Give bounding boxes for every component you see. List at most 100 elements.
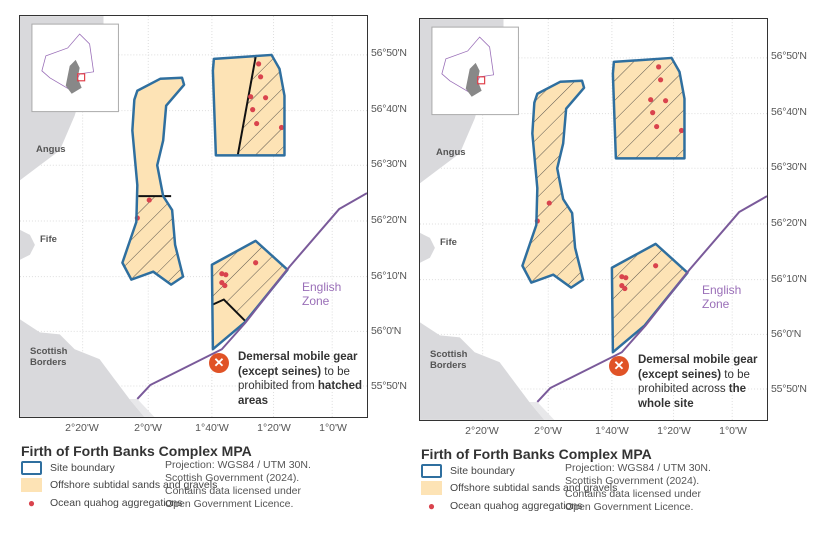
lon-tick-label: 2°0'W — [534, 425, 562, 437]
quahog-dot — [262, 95, 269, 101]
site-boundary-swatch — [421, 464, 442, 478]
lat-tick-label: 56°30'N — [371, 158, 407, 170]
credit-line: Open Government Licence. — [165, 498, 294, 510]
lat-tick-label: 55°50'N — [371, 380, 407, 392]
note-bold-1: Demersal mobile gear (except seines) — [638, 354, 758, 381]
quahog-dot — [258, 74, 264, 80]
quahog-dot — [254, 120, 260, 127]
quahog-dot — [256, 61, 262, 67]
quahog-dot — [146, 197, 152, 203]
quahog-dot — [653, 263, 659, 269]
land-borders — [20, 319, 145, 417]
place-borders-line2: Borders — [30, 357, 67, 368]
map-credit: Projection: WGS84 / UTM 30N. Scottish Gov… — [565, 462, 740, 514]
quahog-dot — [622, 286, 628, 292]
legend-label: Ocean quahog aggregations — [450, 500, 583, 512]
lon-tick-label: 1°40'W — [595, 425, 629, 437]
english-zone-line — [536, 195, 767, 403]
lon-tick-label: 2°0'W — [134, 422, 162, 434]
red-dot-icon: ● — [427, 499, 436, 513]
legend-sands: Offshore subtidal sands and gravels — [21, 478, 217, 492]
place-scottish-borders: Scottish Borders — [430, 349, 467, 371]
site-boundary-northeast — [611, 56, 686, 160]
lon-tick-label: 1°0'W — [719, 425, 747, 437]
place-angus: Angus — [436, 147, 466, 158]
lat-tick-label: 56°50'N — [771, 50, 807, 62]
quahog-dot — [623, 275, 629, 281]
english-zone-label: English Zone — [702, 283, 741, 311]
zone-line2: Zone — [302, 294, 330, 308]
lat-tick-label: 56°50'N — [371, 47, 407, 59]
inset-map — [431, 26, 519, 116]
zone-line1: English — [302, 280, 342, 294]
zone-line2: Zone — [702, 297, 730, 311]
quahog-dot — [648, 97, 654, 103]
lat-tick-label: 56°40'N — [771, 106, 807, 118]
legend-title: Firth of Forth Banks Complex MPA — [421, 446, 652, 462]
map-panel-2: 56°50'N 56°40'N 56°30'N 56°20'N 56°10'N 56°0'… — [419, 18, 807, 437]
lon-tick-label: 2°20'W — [65, 422, 99, 434]
legend-quahog: ● Ocean quahog aggregations — [21, 496, 183, 510]
place-scottish-borders: Scottish Borders — [30, 346, 67, 368]
site-boundary-swatch — [21, 461, 42, 475]
credit-line: Open Government Licence. — [565, 501, 694, 513]
prohibited-icon: ✕ — [609, 356, 629, 376]
inset-location-marker — [77, 73, 86, 82]
map — [19, 15, 368, 418]
lat-tick-label: 56°10'N — [771, 273, 807, 285]
legend-site-boundary: Site boundary — [21, 461, 115, 475]
legend-sands: Offshore subtidal sands and gravels — [421, 481, 617, 495]
lon-tick-label: 1°20'W — [257, 422, 291, 434]
place-fife: Fife — [440, 237, 457, 248]
zone-line1: English — [702, 283, 742, 297]
lat-tick-label: 55°50'N — [771, 383, 807, 395]
mpa-sites — [521, 56, 689, 354]
land-england — [129, 398, 155, 417]
map — [419, 18, 768, 421]
quahog-dot — [650, 110, 656, 116]
legend-label: Offshore subtidal sands and gravels — [450, 482, 618, 494]
quahog-dot — [250, 107, 256, 113]
legend-site-boundary: Site boundary — [421, 464, 515, 478]
place-angus: Angus — [36, 144, 66, 155]
quahog-dot — [248, 94, 254, 100]
note-text: to be prohibited from — [238, 365, 350, 393]
credit-line: Scottish Government (2024). — [565, 475, 700, 487]
quahog-dot — [546, 200, 552, 206]
quahog-dot — [654, 123, 660, 130]
credit-line: Contains data licensed under — [165, 485, 302, 497]
quahog-dot — [278, 124, 285, 131]
quahog-dot — [619, 274, 625, 280]
site-boundary-west — [521, 79, 586, 289]
english-zone-label: English Zone — [302, 280, 341, 308]
credit-line: Scottish Government (2024). — [165, 472, 300, 484]
note-bold-2: hatched areas — [238, 380, 362, 407]
quahog-dot — [222, 283, 228, 289]
zone-divider — [212, 298, 247, 323]
quahog-dot — [658, 77, 664, 83]
lon-tick-label: 1°20'W — [657, 425, 691, 437]
place-borders-line1: Scottish — [430, 349, 468, 360]
land-england — [529, 401, 555, 420]
map-panel-1: 56°50'N 56°40'N 56°30'N 56°20'N 56°10'N 56°0'… — [19, 15, 407, 434]
inset-location-marker — [477, 76, 486, 85]
note-bold-1: Demersal mobile gear (except seines) — [238, 351, 358, 378]
credit-line: Projection: WGS84 / UTM 30N. — [165, 459, 311, 471]
lat-tick-label: 56°0'N — [371, 325, 402, 337]
zone-divider — [236, 56, 257, 156]
lat-tick-label: 56°10'N — [371, 270, 407, 282]
legend-label: Site boundary — [50, 462, 115, 474]
mpa-sites — [121, 53, 289, 351]
quahog-dot — [219, 271, 225, 277]
inset-map — [31, 23, 119, 113]
prohibited-icon: ✕ — [209, 353, 229, 373]
lat-tick-label: 56°20'N — [371, 214, 407, 226]
site-boundary-west — [121, 76, 186, 286]
note-bold-2: the whole site — [638, 383, 747, 410]
quahog-dot — [678, 127, 685, 134]
land-borders — [420, 322, 545, 420]
site-boundary-northeast — [211, 53, 286, 157]
quahog-dot — [253, 260, 259, 266]
quahog-dot — [223, 272, 229, 278]
lon-tick-label: 1°40'W — [195, 422, 229, 434]
